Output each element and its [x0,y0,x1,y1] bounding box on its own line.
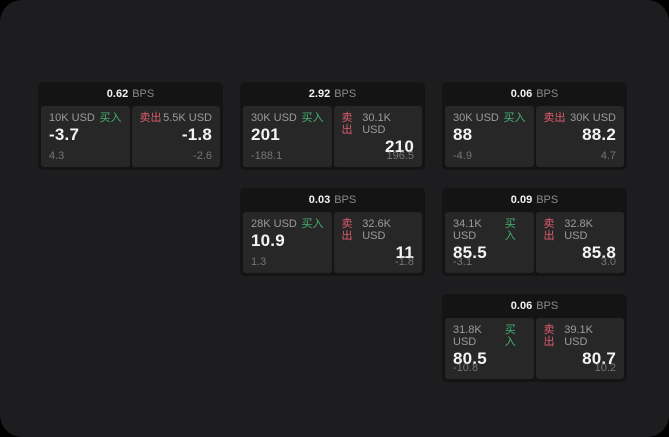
card-header: 0.06 BPS [442,294,627,318]
buy-tag: 买入 [504,218,516,242]
buy-amount: 30K USD [453,112,499,124]
quote-card-3: 0.06 BPS 30K USD 买入 88 -4.9 卖出 30K USD 8… [442,82,627,170]
sell-panel[interactable]: 卖出 30K USD 88.2 4.7 [535,106,624,167]
card-header: 0.09 BPS [442,188,627,212]
card-header: 0.06 BPS [442,82,627,106]
sell-amount: 5.5K USD [163,112,212,124]
buy-tag: 买入 [301,218,324,230]
bps-value: 0.06 [510,88,533,100]
buy-price: -3.7 [49,125,80,144]
card-header: 2.92 BPS [240,82,425,106]
buy-panel[interactable]: 30K USD 买入 201 -188.1 [243,106,332,167]
sell-price: 11 [395,243,414,262]
sell-tag: 卖出 [341,218,353,242]
bps-unit: BPS [334,194,357,206]
buy-price: 201 [251,125,280,144]
buy-panel[interactable]: 31.8K USD 买入 80.5 -10.8 [445,318,534,379]
buy-delta: -188.1 [251,150,283,162]
sell-amount: 30K USD [570,112,616,124]
bps-value: 0.09 [510,194,533,206]
buy-delta: 1.3 [251,256,267,268]
buy-tag: 买入 [301,112,324,124]
sell-delta: 10.2 [594,362,616,374]
sell-tag: 卖出 [139,112,162,124]
buy-amount: 31.8K USD [453,324,482,348]
sell-amount: 30.1K USD [362,112,391,136]
bps-unit: BPS [536,300,559,312]
sell-panel[interactable]: 卖出 30.1K USD 210 196.5 [333,106,422,167]
sell-delta: 4.7 [600,150,616,162]
sell-price: 210 [385,137,414,156]
quote-card-1: 0.62 BPS 10K USD 买入 -3.7 4.3 卖出 5.5K USD… [38,82,223,170]
sell-price: 80.7 [582,349,616,368]
buy-panel[interactable]: 30K USD 买入 88 -4.9 [445,106,534,167]
bps-value: 0.62 [106,88,129,100]
sell-tag: 卖出 [341,112,353,136]
buy-amount: 28K USD [251,218,297,230]
quote-card-2: 2.92 BPS 30K USD 买入 201 -188.1 卖出 30.1K … [240,82,425,170]
sell-tag: 卖出 [543,324,555,348]
bps-unit: BPS [536,194,559,206]
bps-value: 0.03 [308,194,331,206]
buy-tag: 买入 [503,112,526,124]
sell-delta: 3.0 [600,256,616,268]
buy-tag: 买入 [99,112,122,124]
sell-price: -1.8 [181,125,212,144]
buy-panel[interactable]: 10K USD 买入 -3.7 4.3 [41,106,130,167]
buy-panel[interactable]: 28K USD 买入 10.9 1.3 [243,212,332,273]
buy-delta: 4.3 [49,150,65,162]
sell-tag: 卖出 [543,218,555,242]
buy-tag: 买入 [504,324,516,348]
buy-amount: 34.1K USD [453,218,482,242]
sell-panel[interactable]: 卖出 39.1K USD 80.7 10.2 [535,318,624,379]
bps-value: 0.06 [510,300,533,312]
sell-delta: 196.5 [386,150,414,162]
buy-price: 85.5 [453,243,487,262]
sell-tag: 卖出 [543,112,566,124]
sell-price: 88.2 [582,125,616,144]
buy-price: 10.9 [251,231,285,250]
buy-panel[interactable]: 34.1K USD 买入 85.5 -3.1 [445,212,534,273]
buy-amount: 30K USD [251,112,297,124]
buy-price: 80.5 [453,349,487,368]
buy-delta: -10.8 [453,362,479,374]
card-header: 0.62 BPS [38,82,223,106]
card-header: 0.03 BPS [240,188,425,212]
sell-amount: 39.1K USD [564,324,593,348]
buy-price: 88 [453,125,473,144]
quote-card-4: 0.03 BPS 28K USD 买入 10.9 1.3 卖出 32.6K US… [240,188,425,276]
sell-delta: -2.6 [193,150,212,162]
sell-price: 85.8 [582,243,616,262]
buy-amount: 10K USD [49,112,95,124]
buy-delta: -3.1 [453,256,472,268]
quote-card-5: 0.09 BPS 34.1K USD 买入 85.5 -3.1 卖出 32.8K… [442,188,627,276]
bps-unit: BPS [536,88,559,100]
sell-delta: -1.8 [395,256,414,268]
bps-unit: BPS [334,88,357,100]
buy-delta: -4.9 [453,150,472,162]
bps-unit: BPS [132,88,155,100]
sell-amount: 32.6K USD [362,218,391,242]
quote-card-6: 0.06 BPS 31.8K USD 买入 80.5 -10.8 卖出 39.1… [442,294,627,382]
bps-value: 2.92 [308,88,331,100]
sell-panel[interactable]: 卖出 32.6K USD 11 -1.8 [333,212,422,273]
sell-panel[interactable]: 卖出 5.5K USD -1.8 -2.6 [131,106,220,167]
sell-panel[interactable]: 卖出 32.8K USD 85.8 3.0 [535,212,624,273]
sell-amount: 32.8K USD [564,218,593,242]
